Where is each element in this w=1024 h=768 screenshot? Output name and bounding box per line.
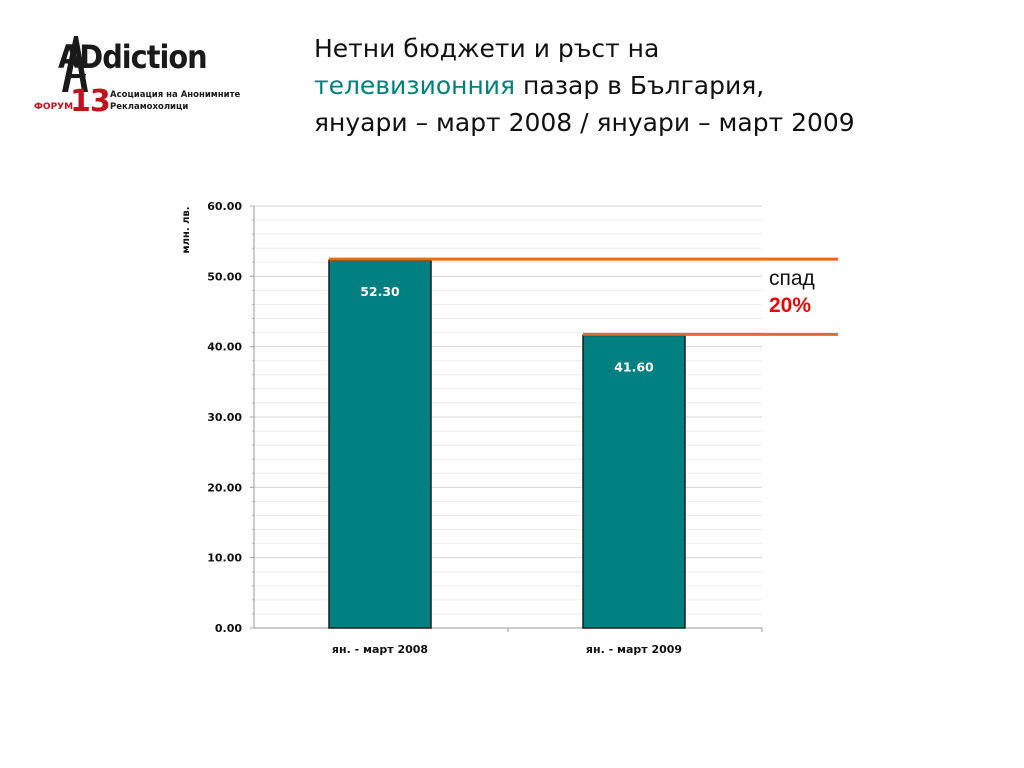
title-line-2: телевизионния пазар в България,	[314, 67, 1004, 104]
bar-data-label: 41.60	[614, 359, 654, 374]
y-axis-label: млн. лв.	[181, 206, 192, 253]
drop-label: спад	[769, 267, 815, 290]
x-tick-label: ян. - март 2009	[586, 643, 682, 656]
logo-number: 13	[70, 84, 111, 119]
y-tick-label: 20.00	[207, 481, 242, 494]
logo-subtitle-1: Асоциация на Анонимните	[110, 90, 241, 100]
bar	[328, 259, 432, 629]
y-tick-label: 50.00	[207, 270, 242, 283]
title-line-2-rest: пазар в България,	[515, 71, 765, 100]
y-tick-label: 0.00	[215, 622, 242, 635]
y-tick-label: 40.00	[207, 341, 242, 354]
y-tick-label: 30.00	[207, 411, 242, 424]
logo-forum: ФОРУМ	[34, 102, 74, 112]
y-tick-label: 10.00	[207, 552, 242, 565]
logo-spike-icon	[62, 36, 88, 92]
logo-subtitle-2: Рекламохолици	[110, 102, 189, 112]
drop-value: 20%	[769, 294, 812, 317]
logo-word: ADdiction	[58, 38, 208, 76]
title-line-1: Нетни бюджети и ръст на	[314, 34, 660, 63]
y-tick-label: 60.00	[207, 200, 242, 213]
bar	[582, 334, 686, 629]
title-line-3: януари – март 2008 / януари – март 2009	[314, 108, 855, 137]
logo: ADdiction ФОРУМ 13 Асоциация на Анонимни…	[30, 36, 260, 123]
bar-data-label: 52.30	[360, 284, 400, 299]
x-tick-label: ян. - март 2008	[332, 643, 428, 656]
page-title: Нетни бюджети и ръст на телевизионния па…	[314, 30, 1004, 141]
title-accent: телевизионния	[314, 71, 516, 100]
drop-annotation: спад 20%	[769, 265, 815, 319]
